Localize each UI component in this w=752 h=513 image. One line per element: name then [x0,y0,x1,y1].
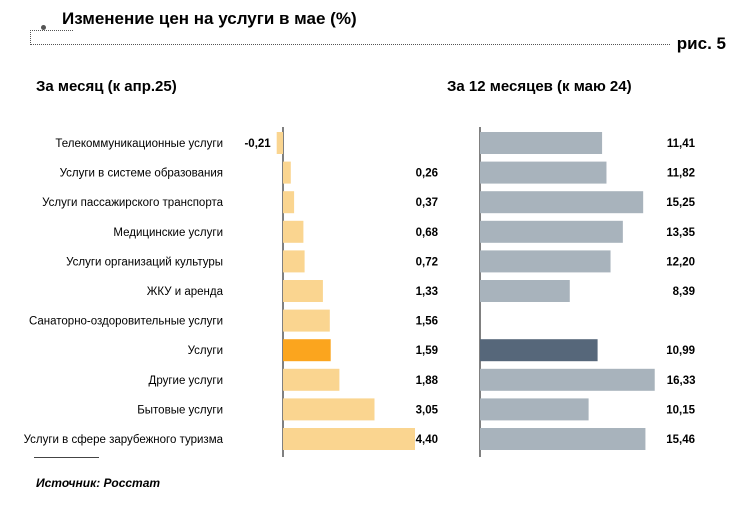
right-bar [480,339,598,362]
right-bar [480,368,655,391]
left-bar [283,428,415,450]
left-value-label: 4,40 [416,434,438,446]
left-bar [283,250,305,273]
left-value-label: 1,33 [416,286,438,298]
left-bar [283,280,323,302]
right-value-label: 10,99 [666,345,695,357]
right-bar [480,132,603,154]
source-divider [34,457,99,458]
right-bar [480,398,589,421]
left-value-label: 0,26 [416,168,438,180]
category-label: Другие услуги [149,375,223,387]
header-decoration-line [30,30,73,45]
category-label: Услуги пассажирского транспорта [42,197,223,209]
right-value-label: 11,41 [667,138,696,150]
left-value-label: 1,56 [416,316,438,328]
left-bar [283,309,330,332]
left-value-label: 0,68 [416,227,439,239]
category-label: Санаторно-оздоровительные услуги [29,316,223,328]
right-bar [480,428,646,450]
page-title: Изменение цен на услуги в мае (%) [62,9,357,28]
left-bar [276,132,283,154]
left-bar [283,161,291,184]
right-panel-subtitle: За 12 месяцев (к маю 24) [447,78,632,95]
left-value-label: 0,37 [416,197,438,209]
header-dotted-divider [30,44,670,45]
category-label: Услуги организаций культуры [66,256,223,268]
left-value-label: 0,72 [416,256,438,268]
right-value-label: 16,33 [667,375,696,387]
source-note: Источник: Росстат [36,476,161,490]
right-value-label: 8,39 [673,286,695,298]
left-value-label: 1,88 [416,375,439,387]
category-label: Бытовые услуги [137,404,223,416]
category-label: ЖКУ и аренда [147,286,224,298]
left-bar [283,191,295,214]
right-value-label: 15,25 [666,197,695,209]
left-value-label: 1,59 [416,345,438,357]
right-bar [480,191,644,214]
right-bar [480,280,570,302]
left-panel-subtitle: За месяц (к апр.25) [36,78,177,95]
right-value-label: 11,82 [667,168,695,180]
left-value-label: 3,05 [416,404,439,416]
left-bar [283,368,340,391]
right-value-label: 12,20 [666,256,695,268]
category-label: Медицинские услуги [113,227,223,239]
left-bar [283,339,331,362]
left-bar [283,220,304,243]
category-label: Услуги в системе образования [60,168,223,180]
category-label: Телекоммуникационные услуги [55,138,223,150]
category-label: Услуги в сфере зарубежного туризма [24,434,224,446]
right-bar [480,250,611,273]
right-bar [480,220,623,243]
figure-label: рис. 5 [676,34,726,53]
right-value-label: 13,35 [666,227,695,239]
category-label: Услуги [188,345,223,357]
left-value-label: -0,21 [244,138,271,150]
right-value-label: 10,15 [666,404,695,416]
right-value-label: 15,46 [666,434,695,446]
right-bar [480,161,607,184]
left-bar [283,398,375,421]
header-decoration-dot [41,25,46,30]
